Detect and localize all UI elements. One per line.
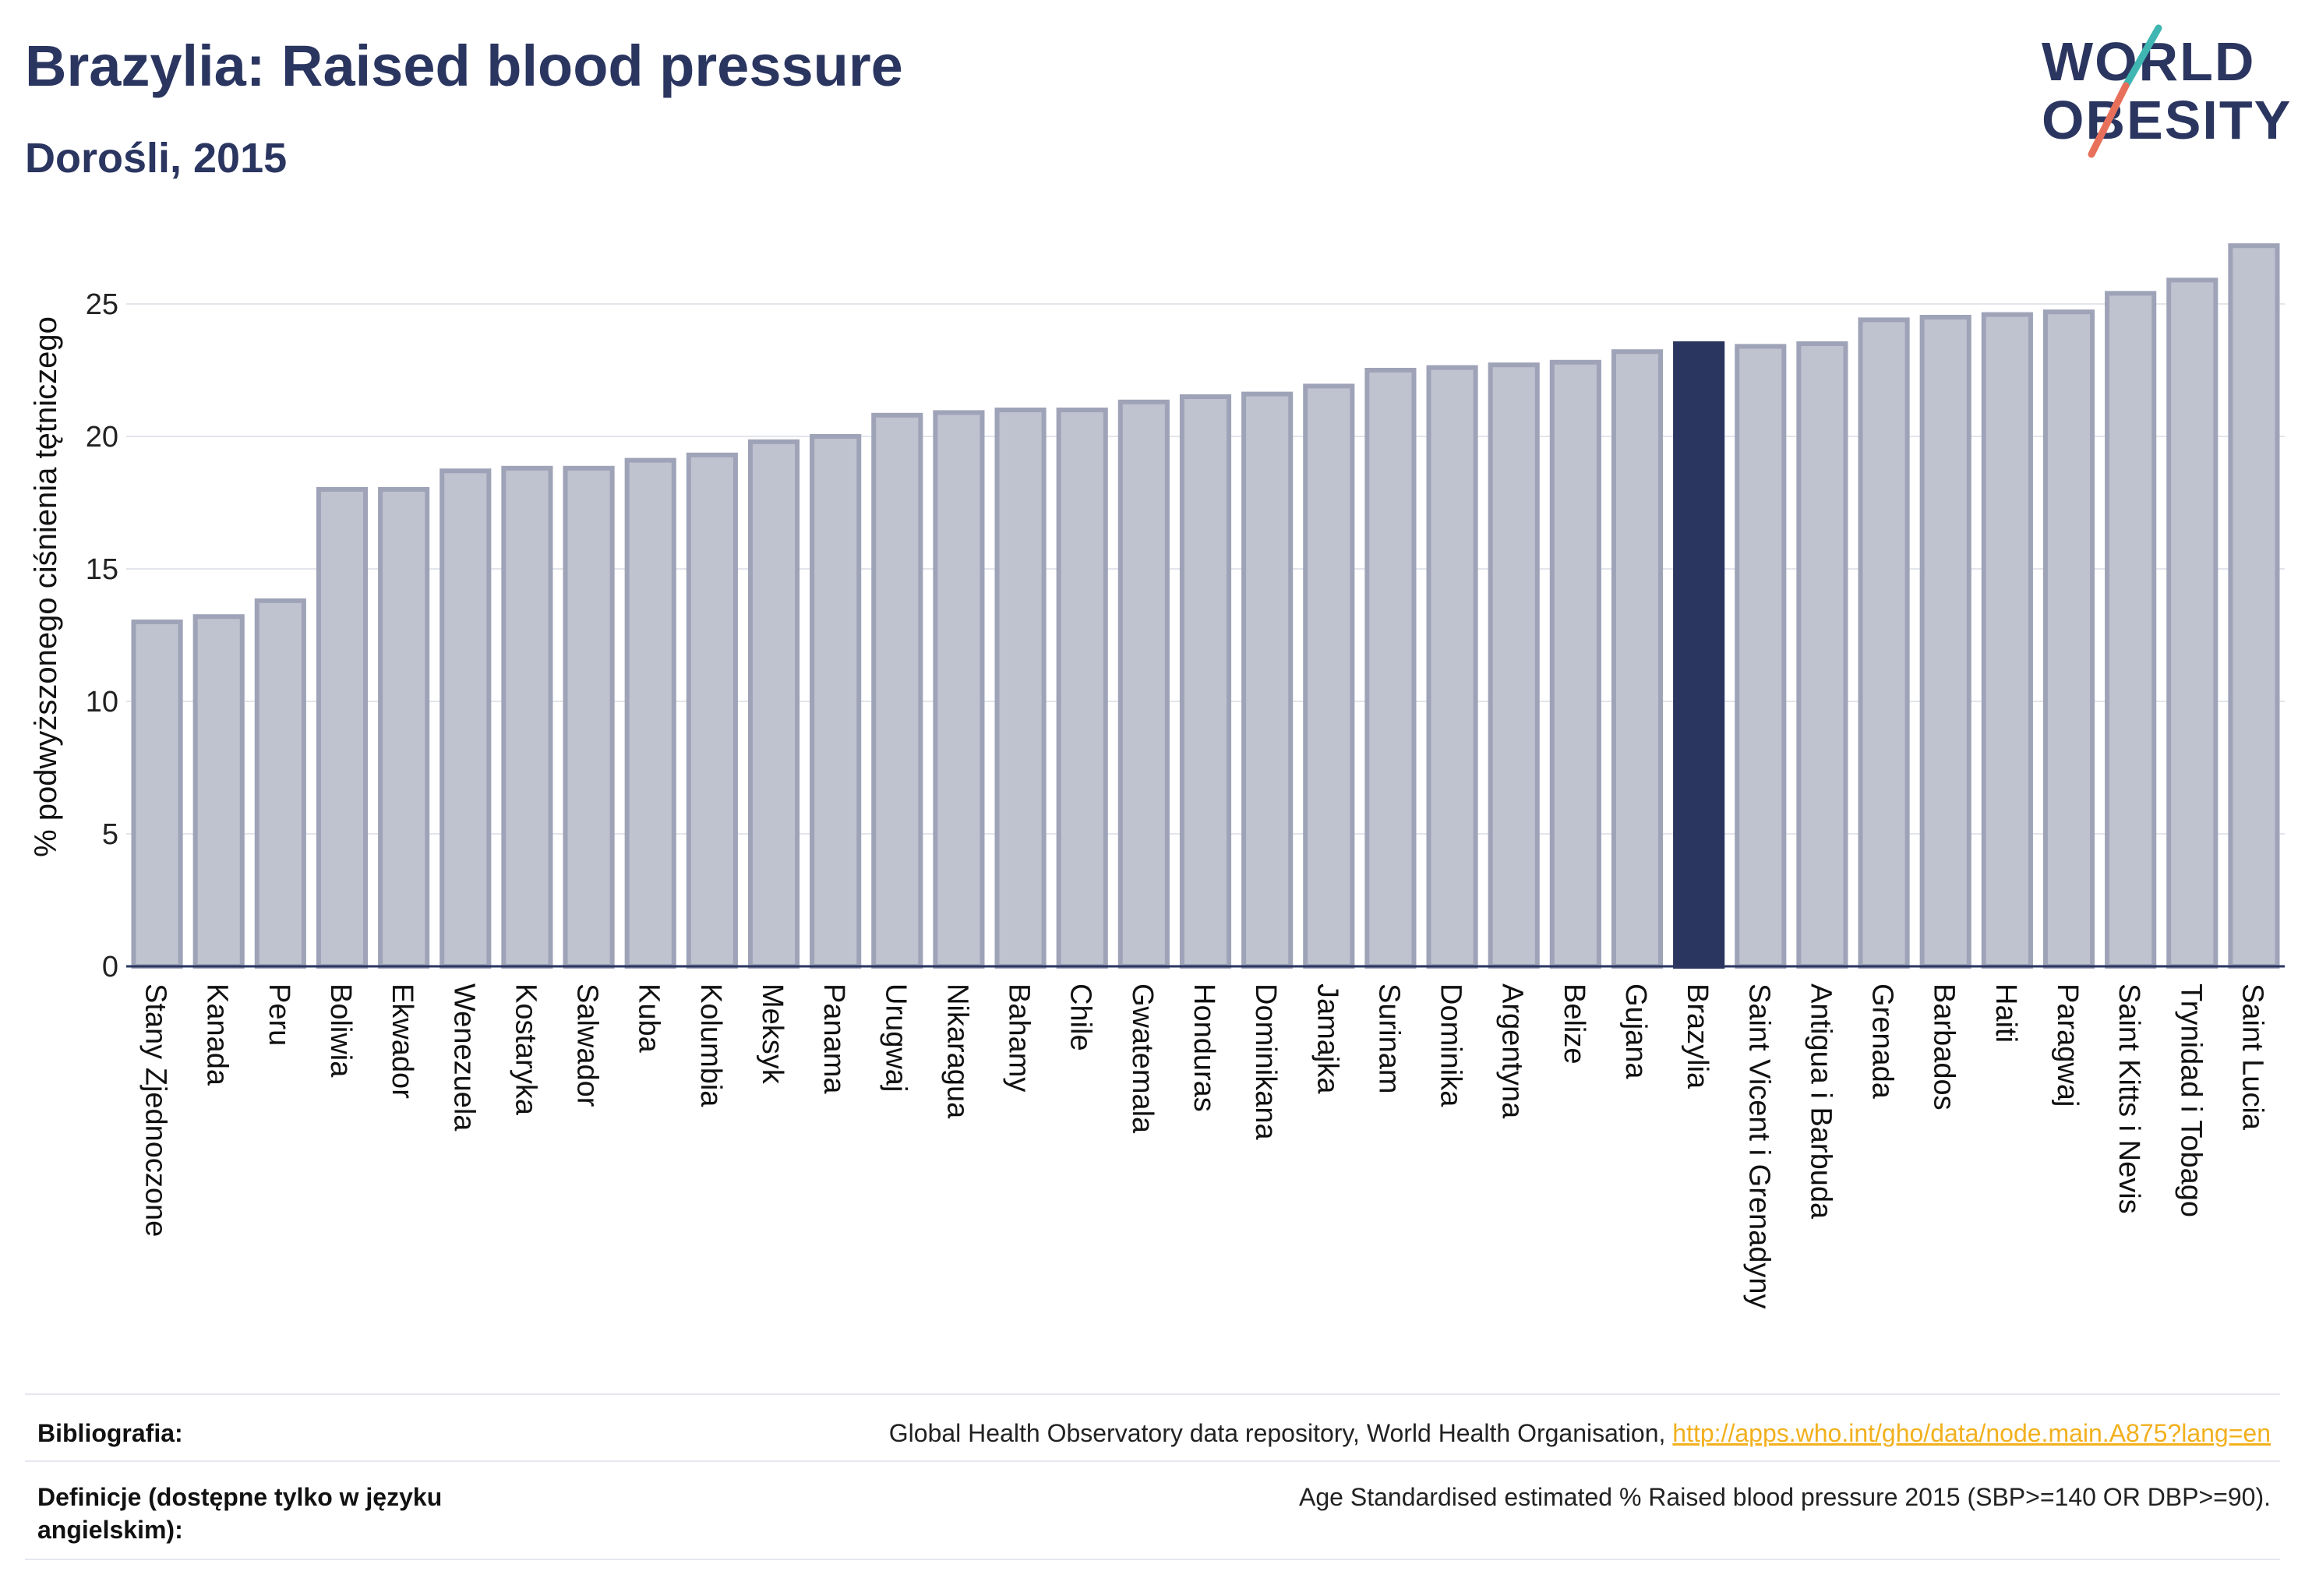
bar-ekwador (378, 487, 430, 969)
x-tick-label: Belize (1558, 983, 1590, 1065)
y-tick-label: 20 (86, 421, 118, 454)
x-tick-label: Ekwador (386, 983, 418, 1099)
bar-haiti (1981, 312, 2033, 969)
x-tick-label: Gwatemala (1126, 983, 1159, 1134)
x-tick-label: Grenada (1866, 983, 1899, 1100)
chart-title: Brazylia: Raised blood pressure (25, 34, 903, 98)
x-tick-label: Meksyk (756, 983, 789, 1085)
x-tick-label: Saint Lucia (2236, 983, 2268, 1131)
footer-divider-middle (25, 1460, 2280, 1462)
logo-slash-teal (2122, 24, 2162, 90)
world-obesity-logo: WORLD OBESITY (2042, 24, 2291, 158)
y-tick-labels: 0 5 10 15 20 25 (86, 288, 118, 983)
x-tick-label: Nikaragua (941, 983, 973, 1119)
bar-kolumbia (686, 452, 738, 969)
x-tick-label: Honduras (1188, 983, 1220, 1112)
chart-subtitle: Dorośli, 2015 (25, 135, 288, 182)
bars (131, 243, 2280, 969)
x-tick-label: Kanada (201, 983, 234, 1086)
x-tick-label: Bahamy (1003, 983, 1036, 1092)
bibliography-value: Global Health Observatory data repositor… (889, 1417, 2271, 1449)
bar-brazylia (1673, 341, 1725, 969)
y-tick-label: 0 (102, 951, 118, 983)
x-tick-label: Salwador (571, 983, 604, 1107)
x-tick-label: Jamajka (1311, 983, 1343, 1094)
bar-urugwaj (871, 412, 923, 969)
bibliography-link[interactable]: http://apps.who.int/gho/data/node.main.A… (1672, 1419, 2271, 1447)
bar-surinam (1364, 368, 1417, 969)
x-tick-label: Antigua i Barbuda (1804, 983, 1837, 1220)
x-tick-label: Barbados (1928, 983, 1961, 1110)
y-tick-label: 5 (102, 818, 118, 851)
x-tick-label: Trynidad i Tobago (2174, 983, 2207, 1217)
y-tick-label: 25 (86, 288, 118, 321)
x-tick-label: Argentyna (1496, 983, 1529, 1119)
bar-saint-lucia (2228, 243, 2280, 969)
bar-stany-zjednoczone (131, 620, 183, 969)
bar-peru (254, 598, 306, 969)
x-tick-labels: Stany Zjednoczone Kanada Peru Boliwia Ekwado… (139, 983, 2269, 1309)
bar-wenezuela (439, 468, 492, 969)
x-tick-label: Kolumbia (694, 983, 727, 1107)
bar-salwador (563, 465, 615, 969)
x-tick-label: Dominika (1435, 983, 1467, 1107)
bar-trynidad-i-tobago (2166, 277, 2219, 969)
bar-meksyk (747, 439, 800, 969)
x-tick-label: Kuba (633, 983, 665, 1054)
x-tick-label: Saint Kitts i Nevis (2113, 983, 2145, 1214)
y-tick-label: 10 (86, 686, 118, 719)
bar-argentyna (1488, 362, 1540, 969)
x-tick-label: Haiti (1989, 983, 2022, 1043)
bar-dominikana (1241, 391, 1294, 969)
bar-dominika (1426, 365, 1478, 969)
x-tick-label: Dominikana (1249, 983, 1282, 1141)
y-axis-label: % podwyższonego ciśnienia tętniczego (29, 316, 63, 857)
bar-nikaragua (933, 410, 985, 969)
x-tick-label: Stany Zjednoczone (139, 983, 172, 1237)
bar-paragwaj (2042, 309, 2095, 969)
bar-antigua-i-barbuda (1796, 341, 1848, 969)
x-tick-label: Surinam (1372, 983, 1405, 1094)
logo-text-obesity: OBESITY (2042, 90, 2291, 150)
bibliography-text: Global Health Observatory data repositor… (888, 1419, 1673, 1447)
bibliography-label: Bibliografia: (37, 1419, 183, 1447)
y-tick-label: 15 (86, 553, 118, 586)
x-tick-label: Gujana (1619, 983, 1652, 1079)
bar-panama (810, 434, 862, 969)
bar-saint-vicent-i-grenadyny (1735, 344, 1787, 969)
x-tick-label: Brazylia (1681, 983, 1714, 1089)
x-tick-label: Boliwia (324, 983, 357, 1078)
bar-belize (1549, 359, 1601, 969)
bar-saint-kitts-i-nevis (2105, 291, 2157, 969)
logo-slash-coral (2088, 82, 2130, 158)
bar-kuba (624, 457, 676, 969)
bar-jamajka (1303, 383, 1355, 969)
bar-kostaryka (501, 465, 553, 969)
bar-kanada (192, 614, 245, 969)
bar-honduras (1179, 394, 1232, 969)
x-tick-label: Panama (817, 983, 850, 1094)
footer-divider-bottom (25, 1559, 2280, 1560)
bar-gwatemala (1117, 399, 1170, 969)
bar-chart: 0 5 10 15 20 25 Stany Zjednoczone Kanada Peru Bo… (29, 243, 2285, 1309)
definitions-label: Definicje (dostępne tylko w języku angie… (37, 1483, 443, 1544)
x-tick-label: Urugwaj (879, 983, 912, 1092)
bar-boliwia (316, 487, 369, 969)
bar-chile (1056, 408, 1108, 969)
bar-gujana (1611, 349, 1664, 969)
x-tick-label: Chile (1064, 983, 1097, 1051)
bar-barbados (1919, 315, 1971, 969)
x-tick-label: Peru (263, 983, 295, 1046)
x-tick-label: Kostaryka (509, 983, 542, 1116)
bar-grenada (1858, 317, 1910, 969)
x-tick-label: Paragwaj (2051, 983, 2084, 1107)
footer-divider-top (25, 1393, 2280, 1395)
x-tick-label: Saint Vicent i Grenadyny (1742, 983, 1775, 1309)
bar-bahamy (994, 408, 1047, 969)
definitions-value: Age Standardised estimated % Raised bloo… (1299, 1483, 2271, 1511)
x-tick-label: Wenezuela (447, 983, 480, 1132)
